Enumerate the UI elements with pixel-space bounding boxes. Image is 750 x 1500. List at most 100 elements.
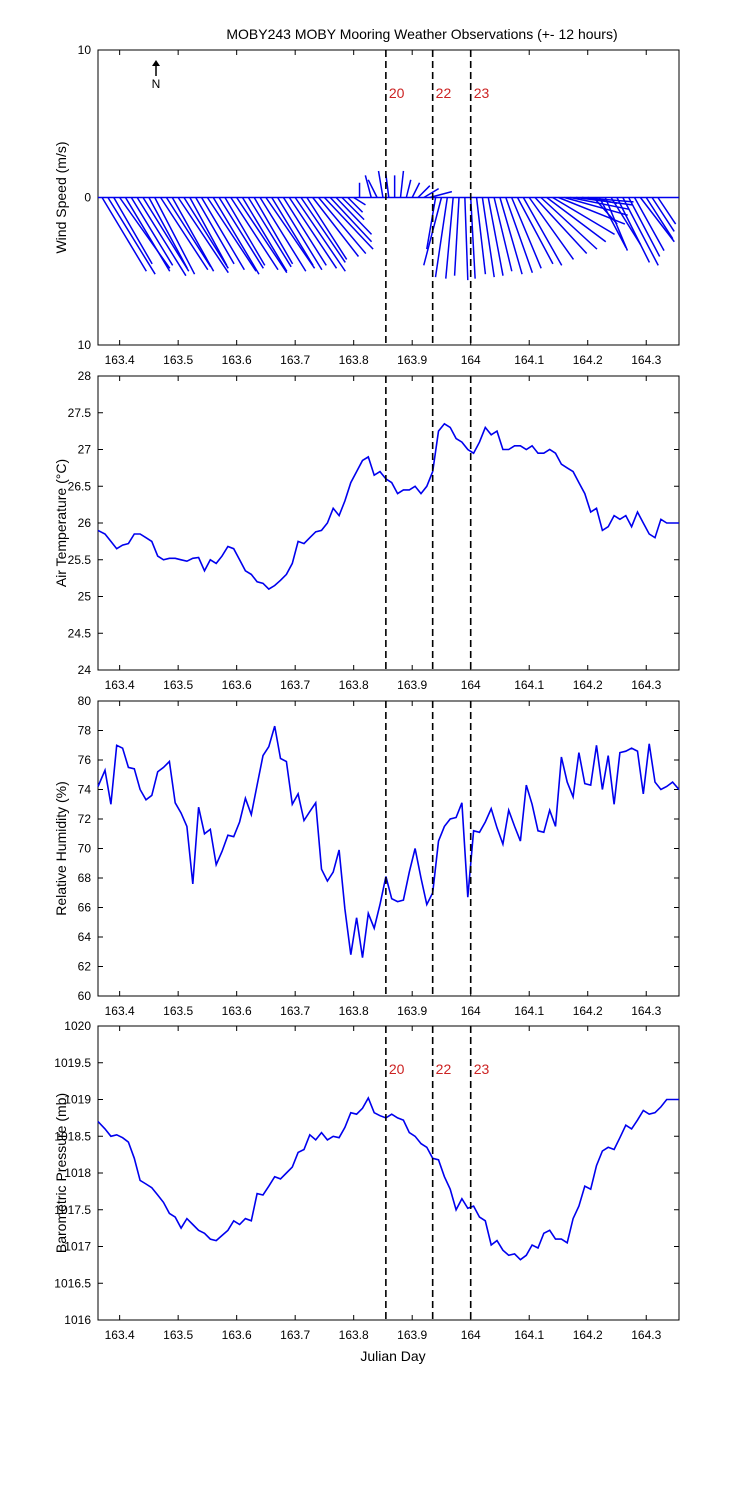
wind-vector	[259, 197, 307, 272]
wind-vector	[241, 197, 288, 272]
y-tick-label: 1018	[64, 1166, 91, 1180]
wind-vector	[300, 197, 346, 263]
y-tick-label: 28	[78, 369, 92, 383]
wind-vector	[318, 197, 367, 255]
wind-vector	[195, 197, 235, 265]
wind-vector	[306, 197, 348, 260]
wind-vector	[622, 197, 659, 266]
wind-vector	[505, 197, 534, 273]
x-tick-label: 163.9	[397, 1328, 427, 1342]
y-tick-label: 24	[78, 663, 92, 677]
wind-vector	[159, 197, 209, 271]
x-tick-label: 163.8	[339, 1004, 369, 1018]
y-tick-label: 1016.5	[54, 1276, 91, 1290]
wind-vector	[628, 197, 661, 257]
series-line	[97, 422, 679, 591]
x-tick-label: 163.6	[222, 353, 252, 367]
x-tick-label: 163.6	[222, 1004, 252, 1018]
wind-vector	[546, 196, 607, 243]
wind-vector	[426, 197, 437, 250]
wind-vector	[276, 197, 323, 271]
wind-vector	[405, 179, 412, 198]
y-tick-label: 80	[78, 694, 92, 708]
wind-vector	[282, 197, 327, 266]
wind-vector	[177, 197, 229, 274]
y-tick-label: 10	[78, 338, 92, 352]
event-marker-label: 22	[436, 85, 452, 101]
wind-vector	[417, 185, 431, 199]
wind-vector	[493, 197, 513, 272]
wind-vector	[528, 197, 575, 260]
wind-speed-panel: 163.4 163.5 163.6 163.7 163.8 163.9 164 164.1 16…	[53, 43, 680, 367]
event-marker-label: 22	[436, 1061, 452, 1077]
x-tick-label: 163.6	[222, 678, 252, 692]
wind-vector	[499, 197, 523, 275]
y-tick-label: 1017	[64, 1240, 91, 1254]
wind-vector	[312, 197, 360, 257]
x-tick-label: 163.5	[163, 353, 193, 367]
y-tick-label: 1020	[64, 1019, 91, 1033]
y-tick-label: 24.5	[68, 626, 92, 640]
wind-vector	[189, 197, 228, 266]
wind-vector	[206, 197, 257, 272]
wind-vector	[552, 196, 615, 236]
y-tick-label: 64	[78, 930, 92, 944]
plot-frame	[97, 700, 680, 997]
x-tick-label: 164	[461, 678, 481, 692]
x-tick-label: 163.5	[163, 1004, 193, 1018]
x-tick-label: 163.4	[105, 678, 135, 692]
y-tick-label: 1018.5	[54, 1129, 91, 1143]
y-tick-label: 27.5	[68, 406, 92, 420]
wind-vector	[593, 197, 618, 225]
x-tick-label: 163.7	[280, 678, 310, 692]
north-arrow-head-icon	[152, 60, 160, 66]
x-tick-label: 164	[461, 1004, 481, 1018]
wind-vector	[323, 196, 374, 250]
wind-vector	[347, 196, 364, 213]
wind-vector	[353, 196, 366, 206]
x-tick-label: 163.8	[339, 353, 369, 367]
wind-vector	[633, 197, 665, 251]
x-tick-label: 164.3	[631, 353, 661, 367]
wind-vector	[434, 197, 449, 278]
y-tick-label: 10	[78, 43, 92, 57]
air-temperature-panel: 163.4 163.5 163.6 163.7 163.8 163.9 164 164.1 16…	[53, 369, 680, 692]
x-tick-label: 163.5	[163, 1328, 193, 1342]
wind-vector	[130, 197, 174, 266]
x-tick-label: 164	[461, 353, 481, 367]
x-tick-label: 163.6	[222, 1328, 252, 1342]
y-tick-label: 1019	[64, 1093, 91, 1107]
wind-vector	[651, 197, 675, 232]
event-marker-label: 23	[474, 85, 490, 101]
plot-frame	[97, 1025, 680, 1321]
y-axis-label: Barometric Pressure (mb)	[53, 1093, 69, 1253]
wind-vector	[107, 197, 156, 275]
wind-vector	[165, 197, 212, 268]
y-tick-label: 1017.5	[54, 1203, 91, 1217]
wind-vector	[598, 197, 627, 249]
wind-vector	[171, 197, 215, 272]
wind-vector	[265, 197, 316, 269]
x-tick-label: 164.1	[514, 1328, 544, 1342]
wind-vector	[487, 197, 504, 276]
x-tick-label: 164.1	[514, 678, 544, 692]
series-line	[97, 1096, 679, 1261]
wind-vector	[399, 170, 405, 198]
y-tick-label: 27	[78, 443, 92, 457]
x-tick-label: 164.2	[573, 678, 603, 692]
y-axis-label: Relative Humidity (%)	[53, 781, 69, 916]
wind-vector	[510, 197, 542, 269]
x-tick-label: 163.4	[105, 353, 135, 367]
wind-vector	[136, 197, 187, 277]
x-tick-label: 163.9	[397, 1004, 427, 1018]
wind-vector	[247, 197, 292, 268]
wind-vector	[124, 197, 171, 272]
x-tick-label: 163.9	[397, 353, 427, 367]
wind-vector	[516, 197, 554, 265]
y-axis-label: Air Temperature (°C)	[53, 459, 69, 587]
wind-vector	[335, 196, 373, 235]
wind-vector	[604, 197, 629, 251]
y-tick-label: 72	[78, 812, 92, 826]
wind-vector	[639, 197, 675, 243]
y-tick-label: 76	[78, 753, 92, 767]
